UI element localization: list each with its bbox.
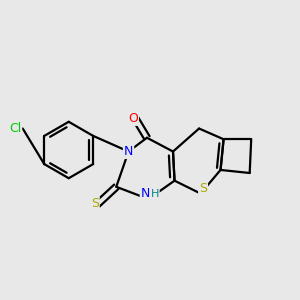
Text: H: H [150, 189, 159, 199]
Text: N: N [141, 187, 150, 200]
Text: Cl: Cl [9, 122, 21, 135]
Text: S: S [199, 182, 207, 194]
Text: N: N [124, 145, 133, 158]
Text: S: S [91, 197, 99, 210]
Text: O: O [128, 112, 138, 125]
